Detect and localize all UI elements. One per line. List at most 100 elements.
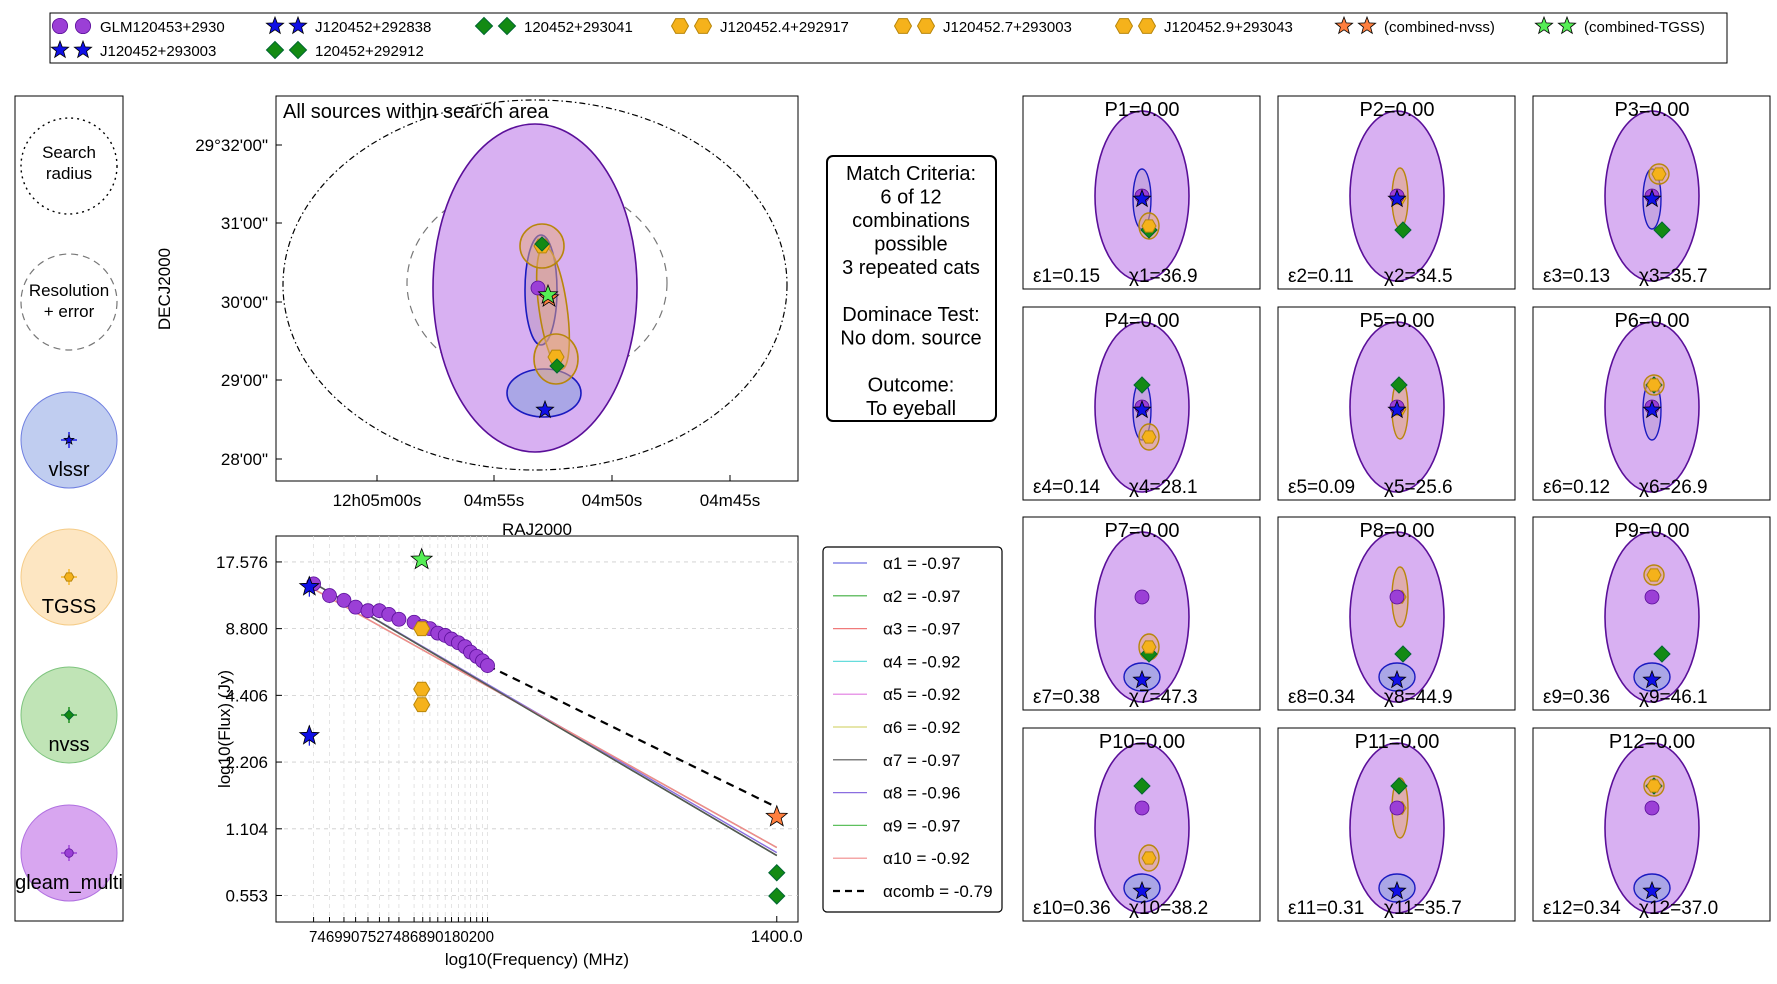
vlssr-marker <box>1387 188 1407 208</box>
vlssr-marker <box>1642 880 1662 900</box>
epsilon-label: ε3=0.13 <box>1543 266 1610 287</box>
nvss-marker <box>549 358 565 374</box>
legend-label: 120452+293041 <box>524 19 633 36</box>
match-line: possible <box>874 234 947 256</box>
gleam-marker <box>1134 589 1150 605</box>
tgss-marker <box>1141 430 1157 444</box>
fit-legend-label: α9 = -0.97 <box>883 816 960 835</box>
probability-label: P7=0.00 <box>1104 520 1179 542</box>
tgss-hexagon-icon <box>1114 18 1134 34</box>
vlssr-star-icon <box>63 433 75 445</box>
legend-label: (combined-TGSS) <box>1584 19 1705 36</box>
gleam-marker <box>1644 800 1660 816</box>
legend-label: J120452.4+292917 <box>720 19 849 36</box>
chi-label: χ1=36.9 <box>1129 266 1198 287</box>
tgss-marker <box>1651 167 1667 181</box>
legend-label: 120452+292912 <box>315 43 424 60</box>
chi-label: χ4=28.1 <box>1129 477 1198 498</box>
tgss-marker <box>1141 851 1157 865</box>
fit-legend-label: α1 = -0.97 <box>883 554 960 573</box>
gleam-data-point <box>348 599 364 615</box>
probability-label: P10=0.00 <box>1099 731 1185 753</box>
legend-frame <box>49 12 1728 64</box>
legend-entry: GLM120453+2930 <box>51 17 225 36</box>
probability-label: P3=0.00 <box>1614 99 1689 121</box>
x-tick-label: 04m55s <box>464 491 524 510</box>
vlssr-marker <box>535 399 555 419</box>
x-axis-label: log10(Frequency) (MHz) <box>445 950 629 969</box>
tgss-data-point <box>413 621 431 637</box>
nvss-marker <box>1653 221 1671 239</box>
nvss-diamond-icon <box>288 40 308 60</box>
x-tick-label: 04m45s <box>700 491 760 510</box>
nvss-diamond-icon <box>497 16 517 36</box>
tgss-hexagon-icon <box>916 18 936 34</box>
epsilon-label: ε11=0.31 <box>1288 898 1364 919</box>
y-tick-label: 29°32'00" <box>195 136 268 155</box>
combination-panel: P11=0.00 ε11=0.31 χ11=35.7 <box>1277 727 1516 922</box>
chi-label: χ8=44.9 <box>1384 687 1453 708</box>
y-axis-label: log10(Flux) (Jy) <box>215 670 234 788</box>
chi-label: χ9=46.1 <box>1639 687 1708 708</box>
match-line: No dom. source <box>840 328 981 350</box>
vlssr-marker <box>1387 880 1407 900</box>
gleam-ellipse <box>1604 742 1700 914</box>
legend-entry: J120452+293003 <box>50 39 216 60</box>
gleam-hexagon-icon <box>51 17 69 35</box>
vlssr-marker <box>1132 399 1152 419</box>
tgss-marker <box>1141 219 1157 233</box>
nvss-marker <box>1394 645 1412 663</box>
legend-entry: (combined-nvss) <box>1334 15 1495 36</box>
epsilon-label: ε5=0.09 <box>1288 477 1355 498</box>
gleam-ellipse <box>1094 531 1190 703</box>
nvss-diamond-icon <box>265 40 285 60</box>
combination-panel: P6=0.00 ε6=0.12 χ6=26.9 <box>1532 306 1771 501</box>
gleam-ellipse <box>1094 742 1190 914</box>
tgss-marker <box>1646 779 1662 793</box>
combination-panel: P3=0.00 ε3=0.13 χ3=35.7 <box>1532 95 1771 290</box>
epsilon-label: ε9=0.36 <box>1543 687 1610 708</box>
combination-panels: P1=0.00 ε1=0.15 χ1=36.9 P2=0.00 ε2=0.11 χ2=34… <box>1022 95 1771 922</box>
fit-legend-label: α4 = -0.92 <box>883 652 960 671</box>
match-line: To eyeball <box>866 398 956 420</box>
y-tick-label: 28'00" <box>221 450 268 469</box>
gleam-marker <box>1389 800 1405 816</box>
vlssr-marker <box>1642 188 1662 208</box>
probability-label: P1=0.00 <box>1104 99 1179 121</box>
sed-plot: 17.576 8.800 4.406 2.206 1.104 0.553 746990752… <box>215 535 803 969</box>
gleam-hexagon-icon <box>64 848 74 858</box>
resolution-label: Resolution <box>29 281 109 300</box>
legend-label: J120452+293003 <box>100 43 216 60</box>
catalog-name: nvss <box>48 734 89 756</box>
vlssr-data-point <box>298 724 320 745</box>
chi-label: χ10=38.2 <box>1129 898 1208 919</box>
search-radius-label: radius <box>46 164 92 183</box>
probability-label: P6=0.00 <box>1614 310 1689 332</box>
chi-label: χ5=25.6 <box>1384 477 1453 498</box>
y-tick-label: 0.553 <box>225 886 268 905</box>
tgss-data-point <box>413 697 431 713</box>
catalog-key-panel: Search radius Resolution + error vlssr TGSS nv… <box>14 95 124 922</box>
legend-label: J120452+292838 <box>315 19 431 36</box>
sky-title: All sources within search area <box>283 101 550 123</box>
fit-legend-label: α5 = -0.92 <box>883 685 960 704</box>
resolution-label: + error <box>44 302 95 321</box>
gleam-data-point <box>336 592 352 608</box>
x-tick-label: 12h05m00s <box>333 491 422 510</box>
top-legend: GLM120453+2930 J120452+292838 120452+29304… <box>49 12 1728 64</box>
tgss-hexagon-icon <box>63 572 75 582</box>
fit-line <box>308 579 778 857</box>
legend-entry: 120452+292912 <box>265 40 424 60</box>
epsilon-label: ε8=0.34 <box>1288 687 1356 708</box>
match-box-frame <box>826 155 997 422</box>
nvss-diamond-icon <box>474 16 494 36</box>
chi-label: χ12=37.0 <box>1639 898 1718 919</box>
fit-legend-label: α2 = -0.97 <box>883 587 960 606</box>
probability-label: P8=0.00 <box>1359 520 1434 542</box>
gleam-data-point <box>480 658 495 673</box>
legend-entry: J120452.4+292917 <box>670 18 849 36</box>
combination-panel: P12=0.00 ε12=0.34 χ12=37.0 <box>1532 727 1771 922</box>
combination-panel: P1=0.00 ε1=0.15 χ1=36.9 <box>1022 95 1261 290</box>
tgss-marker <box>1646 378 1662 392</box>
vlssr-marker <box>1642 669 1662 689</box>
